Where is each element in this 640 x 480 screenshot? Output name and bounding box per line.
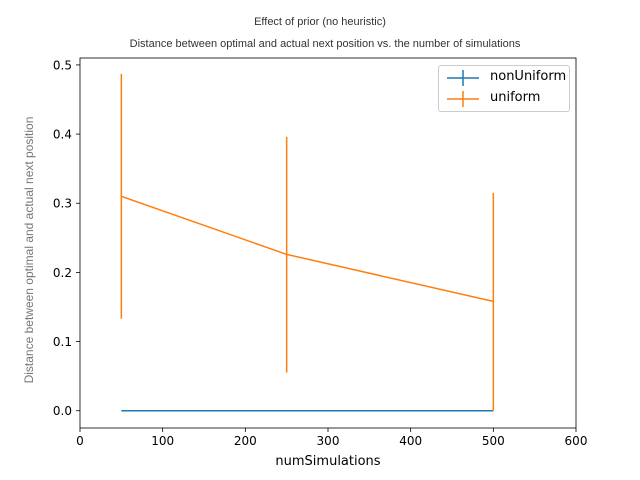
- x-tick-label: 200: [234, 434, 257, 448]
- x-axis-label: numSimulations: [275, 454, 381, 469]
- legend-item-uniform: uniform: [447, 89, 567, 109]
- y-tick-label: 0.1: [53, 335, 72, 349]
- y-tick-label: 0.5: [53, 58, 72, 72]
- y-tick-label: 0.3: [53, 197, 72, 211]
- x-tick-label: 100: [151, 434, 174, 448]
- legend-item-nonuniform: nonUniform: [447, 68, 567, 88]
- series-line-uniform: [121, 195, 494, 303]
- x-tick-label: 500: [482, 434, 505, 448]
- y-tick-label: 0.0: [53, 404, 72, 418]
- plot-frame: [79, 57, 577, 429]
- chart-suptitle: Effect of prior (no heuristic): [254, 16, 386, 28]
- series-layer: [120, 73, 495, 412]
- y-tick-label: 0.2: [53, 266, 72, 280]
- x-tick-label: 600: [565, 434, 588, 448]
- legend-swatch-nonuniform: [447, 70, 479, 86]
- y-axis-label: Distance between optimal and actual next…: [22, 116, 36, 384]
- y-tick-label: 0.4: [53, 128, 72, 142]
- chart-title: Distance between optimal and actual next…: [129, 38, 521, 50]
- x-tick-label: 300: [317, 434, 340, 448]
- legend-label-uniform: uniform: [490, 90, 541, 105]
- legend: nonUniform uniform: [438, 65, 570, 112]
- x-tick-label: 0: [76, 434, 84, 448]
- axes-layer: 0 100 200 300 400 500 600 0.0 0.1 0.2 0.3 0.4 0.5: [53, 57, 588, 448]
- legend-label-nonuniform: nonUniform: [490, 69, 567, 84]
- x-tick-label: 400: [399, 434, 422, 448]
- legend-swatch-uniform: [447, 91, 479, 107]
